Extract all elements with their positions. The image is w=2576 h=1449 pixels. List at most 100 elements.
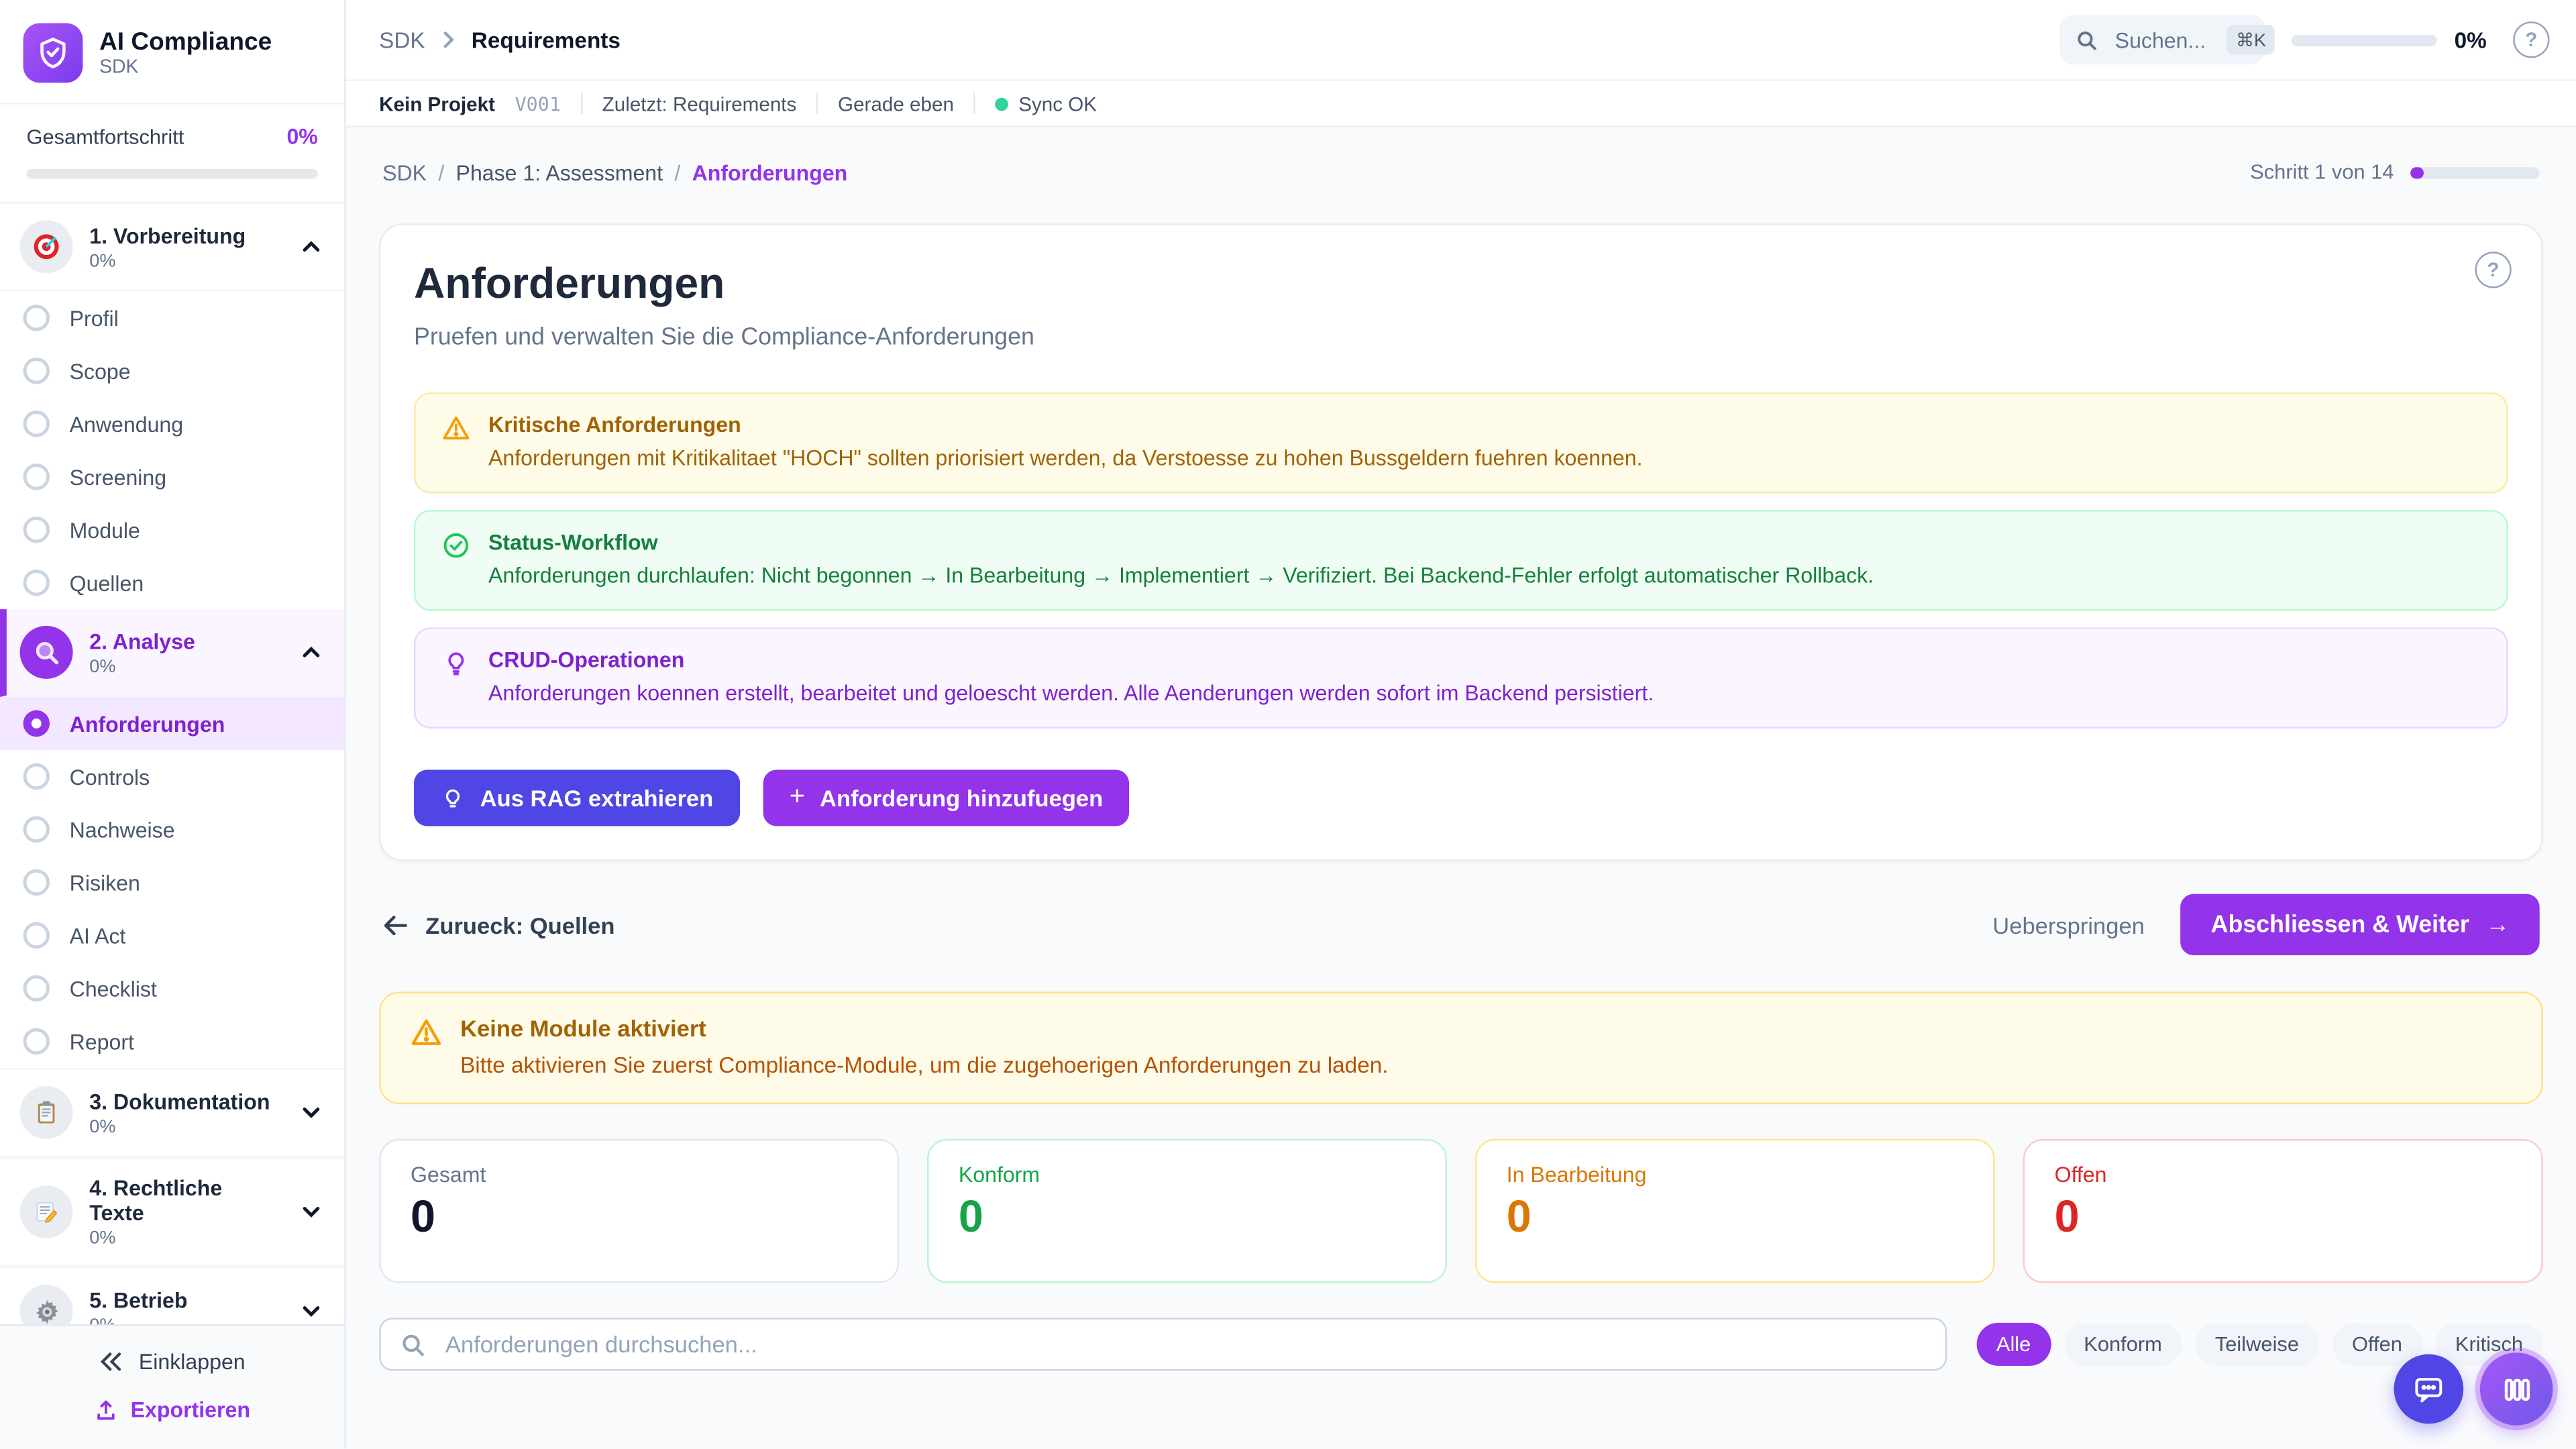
sidebar-item-risiken[interactable]: Risiken — [0, 856, 344, 909]
filter-chip-teilweise[interactable]: Teilweise — [2195, 1322, 2319, 1366]
stat-value: 0 — [1506, 1191, 1532, 1242]
radio-icon — [23, 975, 50, 1002]
add-requirement-button[interactable]: + Anforderung hinzufuegen — [763, 769, 1130, 826]
sidebar-section-betrieb[interactable]: 5. Betrieb 0% — [0, 1266, 345, 1326]
help-icon[interactable]: ? — [2513, 21, 2550, 58]
sidebar-item-anwendung[interactable]: Anwendung — [0, 397, 344, 450]
sidebar-item-anforderungen[interactable]: Anforderungen — [0, 696, 345, 750]
card-help-icon[interactable]: ? — [2475, 252, 2512, 288]
divider — [580, 93, 583, 115]
stat-value: 0 — [411, 1191, 436, 1242]
columns-fab-button[interactable] — [2479, 1352, 2553, 1426]
sidebar-item-label: Module — [69, 517, 140, 543]
skip-button[interactable]: Ueberspringen — [1992, 911, 2145, 938]
radio-icon — [23, 1028, 50, 1055]
radio-selected-icon — [23, 710, 50, 737]
keyboard-shortcut-badge: ⌘K — [2227, 25, 2275, 55]
magnifier-icon — [19, 625, 73, 679]
sidebar-item-label: Quellen — [69, 570, 144, 596]
chevron-down-icon — [298, 1200, 324, 1224]
filter-chip-alle[interactable]: Alle — [1976, 1322, 2051, 1366]
columns-icon — [2501, 1374, 2532, 1405]
phase-crumb-phase[interactable]: Phase 1: Assessment — [455, 160, 663, 185]
sync-status: Sync OK — [995, 92, 1097, 115]
main-area: SDK Requirements ⌘K 0% ? — [345, 0, 2576, 1449]
sidebar-item-label: Profil — [69, 305, 119, 331]
sidebar-item-profil[interactable]: Profil — [0, 291, 344, 344]
sidebar-section-vorbereitung[interactable]: 1. Vorbereitung 0% — [0, 204, 345, 292]
radio-icon — [23, 305, 50, 331]
sidebar-section-dokumentation[interactable]: 3. Dokumentation 0% — [0, 1067, 345, 1158]
divider — [973, 93, 976, 115]
sidebar-item-nachweise[interactable]: Nachweise — [0, 803, 344, 856]
project-name: Kein Projekt — [379, 91, 495, 115]
requirements-search-input[interactable] — [441, 1329, 1925, 1360]
export-button[interactable]: Exportieren — [94, 1398, 250, 1423]
chevron-up-icon — [298, 235, 324, 258]
section-percent: 0% — [89, 1228, 116, 1248]
collapse-chevrons-icon — [99, 1352, 124, 1373]
global-search[interactable]: ⌘K — [2060, 15, 2275, 65]
sidebar-item-screening[interactable]: Screening — [0, 450, 344, 503]
stat-value: 0 — [958, 1191, 983, 1242]
note-body: Anforderungen koennen erstellt, bearbeit… — [488, 680, 1654, 706]
stat-label: In Bearbeitung — [1506, 1162, 1647, 1187]
filter-chips: Alle Konform Teilweise Offen Kritisch — [1976, 1322, 2543, 1366]
sidebar-item-quellen[interactable]: Quellen — [0, 556, 344, 609]
sidebar-item-ai-act[interactable]: AI Act — [0, 909, 344, 962]
sidebar-item-module[interactable]: Module — [0, 503, 344, 556]
stat-card-konform: Konform 0 — [927, 1138, 1447, 1283]
sidebar-section-rechtliche-texte[interactable]: 4. Rechtliche Texte 0% — [0, 1157, 345, 1267]
next-label: Abschliessen & Weiter — [2210, 911, 2469, 938]
app-subtitle: SDK — [99, 58, 139, 78]
arrow-left-icon — [382, 913, 409, 936]
plus-icon: + — [789, 783, 805, 812]
filter-chip-kritisch[interactable]: Kritisch — [2435, 1322, 2543, 1366]
phase-crumb-root[interactable]: SDK — [382, 160, 427, 185]
note-body: Anforderungen durchlaufen: Nicht begonne… — [488, 563, 1874, 588]
lightbulb-icon — [442, 645, 488, 706]
page-subtitle: Pruefen und verwalten Sie die Compliance… — [413, 324, 1034, 352]
section-percent: 0% — [89, 250, 116, 271]
requirements-search[interactable] — [379, 1318, 1947, 1371]
sidebar-item-label: Checklist — [69, 975, 157, 1001]
sidebar-item-scope[interactable]: Scope — [0, 344, 344, 397]
stat-card-offen: Offen 0 — [2023, 1138, 2543, 1283]
target-icon — [19, 220, 73, 274]
chat-fab-button[interactable] — [2394, 1354, 2464, 1425]
clipboard-icon — [19, 1085, 73, 1139]
arrow-right-icon: → — [2485, 911, 2510, 938]
search-input[interactable] — [2111, 25, 2214, 54]
phase-crumb-current: Anforderungen — [692, 160, 848, 185]
collapse-sidebar-button[interactable]: Einklappen — [99, 1350, 246, 1375]
back-label: Zurueck: Quellen — [425, 911, 615, 938]
upload-icon — [94, 1399, 117, 1422]
stat-value: 0 — [2054, 1191, 2080, 1242]
filter-chip-offen[interactable]: Offen — [2332, 1322, 2422, 1366]
header-progress: 0% — [2292, 28, 2487, 52]
radio-icon — [23, 464, 50, 490]
section-title: 3. Dokumentation — [89, 1088, 270, 1114]
note-body: Anforderungen mit Kritikalitaet "HOCH" s… — [488, 445, 1643, 470]
section-percent: 0% — [89, 1316, 281, 1325]
stat-label: Gesamt — [411, 1162, 486, 1187]
sidebar-item-checklist[interactable]: Checklist — [0, 962, 344, 1015]
note-title: Kritische Anforderungen — [488, 412, 741, 437]
back-button[interactable]: Zurueck: Quellen — [382, 912, 614, 938]
sidebar-item-label: Anforderungen — [69, 710, 225, 736]
version-badge: V001 — [515, 91, 561, 115]
last-saved-time: Gerade eben — [838, 91, 954, 115]
warning-triangle-icon — [442, 411, 488, 472]
filter-chip-konform[interactable]: Konform — [2063, 1322, 2182, 1366]
note-title: Status-Workflow — [488, 529, 658, 555]
sidebar-item-report[interactable]: Report — [0, 1015, 344, 1068]
sidebar-section-analyse[interactable]: 2. Analyse 0% — [0, 609, 345, 697]
extract-from-rag-button[interactable]: Aus RAG extrahieren — [413, 769, 740, 826]
sidebar-item-controls[interactable]: Controls — [0, 750, 344, 803]
breadcrumb-root[interactable]: SDK — [379, 27, 425, 52]
page-content: SDK / Phase 1: Assessment / Anforderunge… — [346, 127, 2576, 1449]
finish-and-next-button[interactable]: Abschliessen & Weiter → — [2181, 894, 2540, 955]
extract-label: Aus RAG extrahieren — [480, 784, 714, 812]
separator: / — [674, 160, 681, 185]
